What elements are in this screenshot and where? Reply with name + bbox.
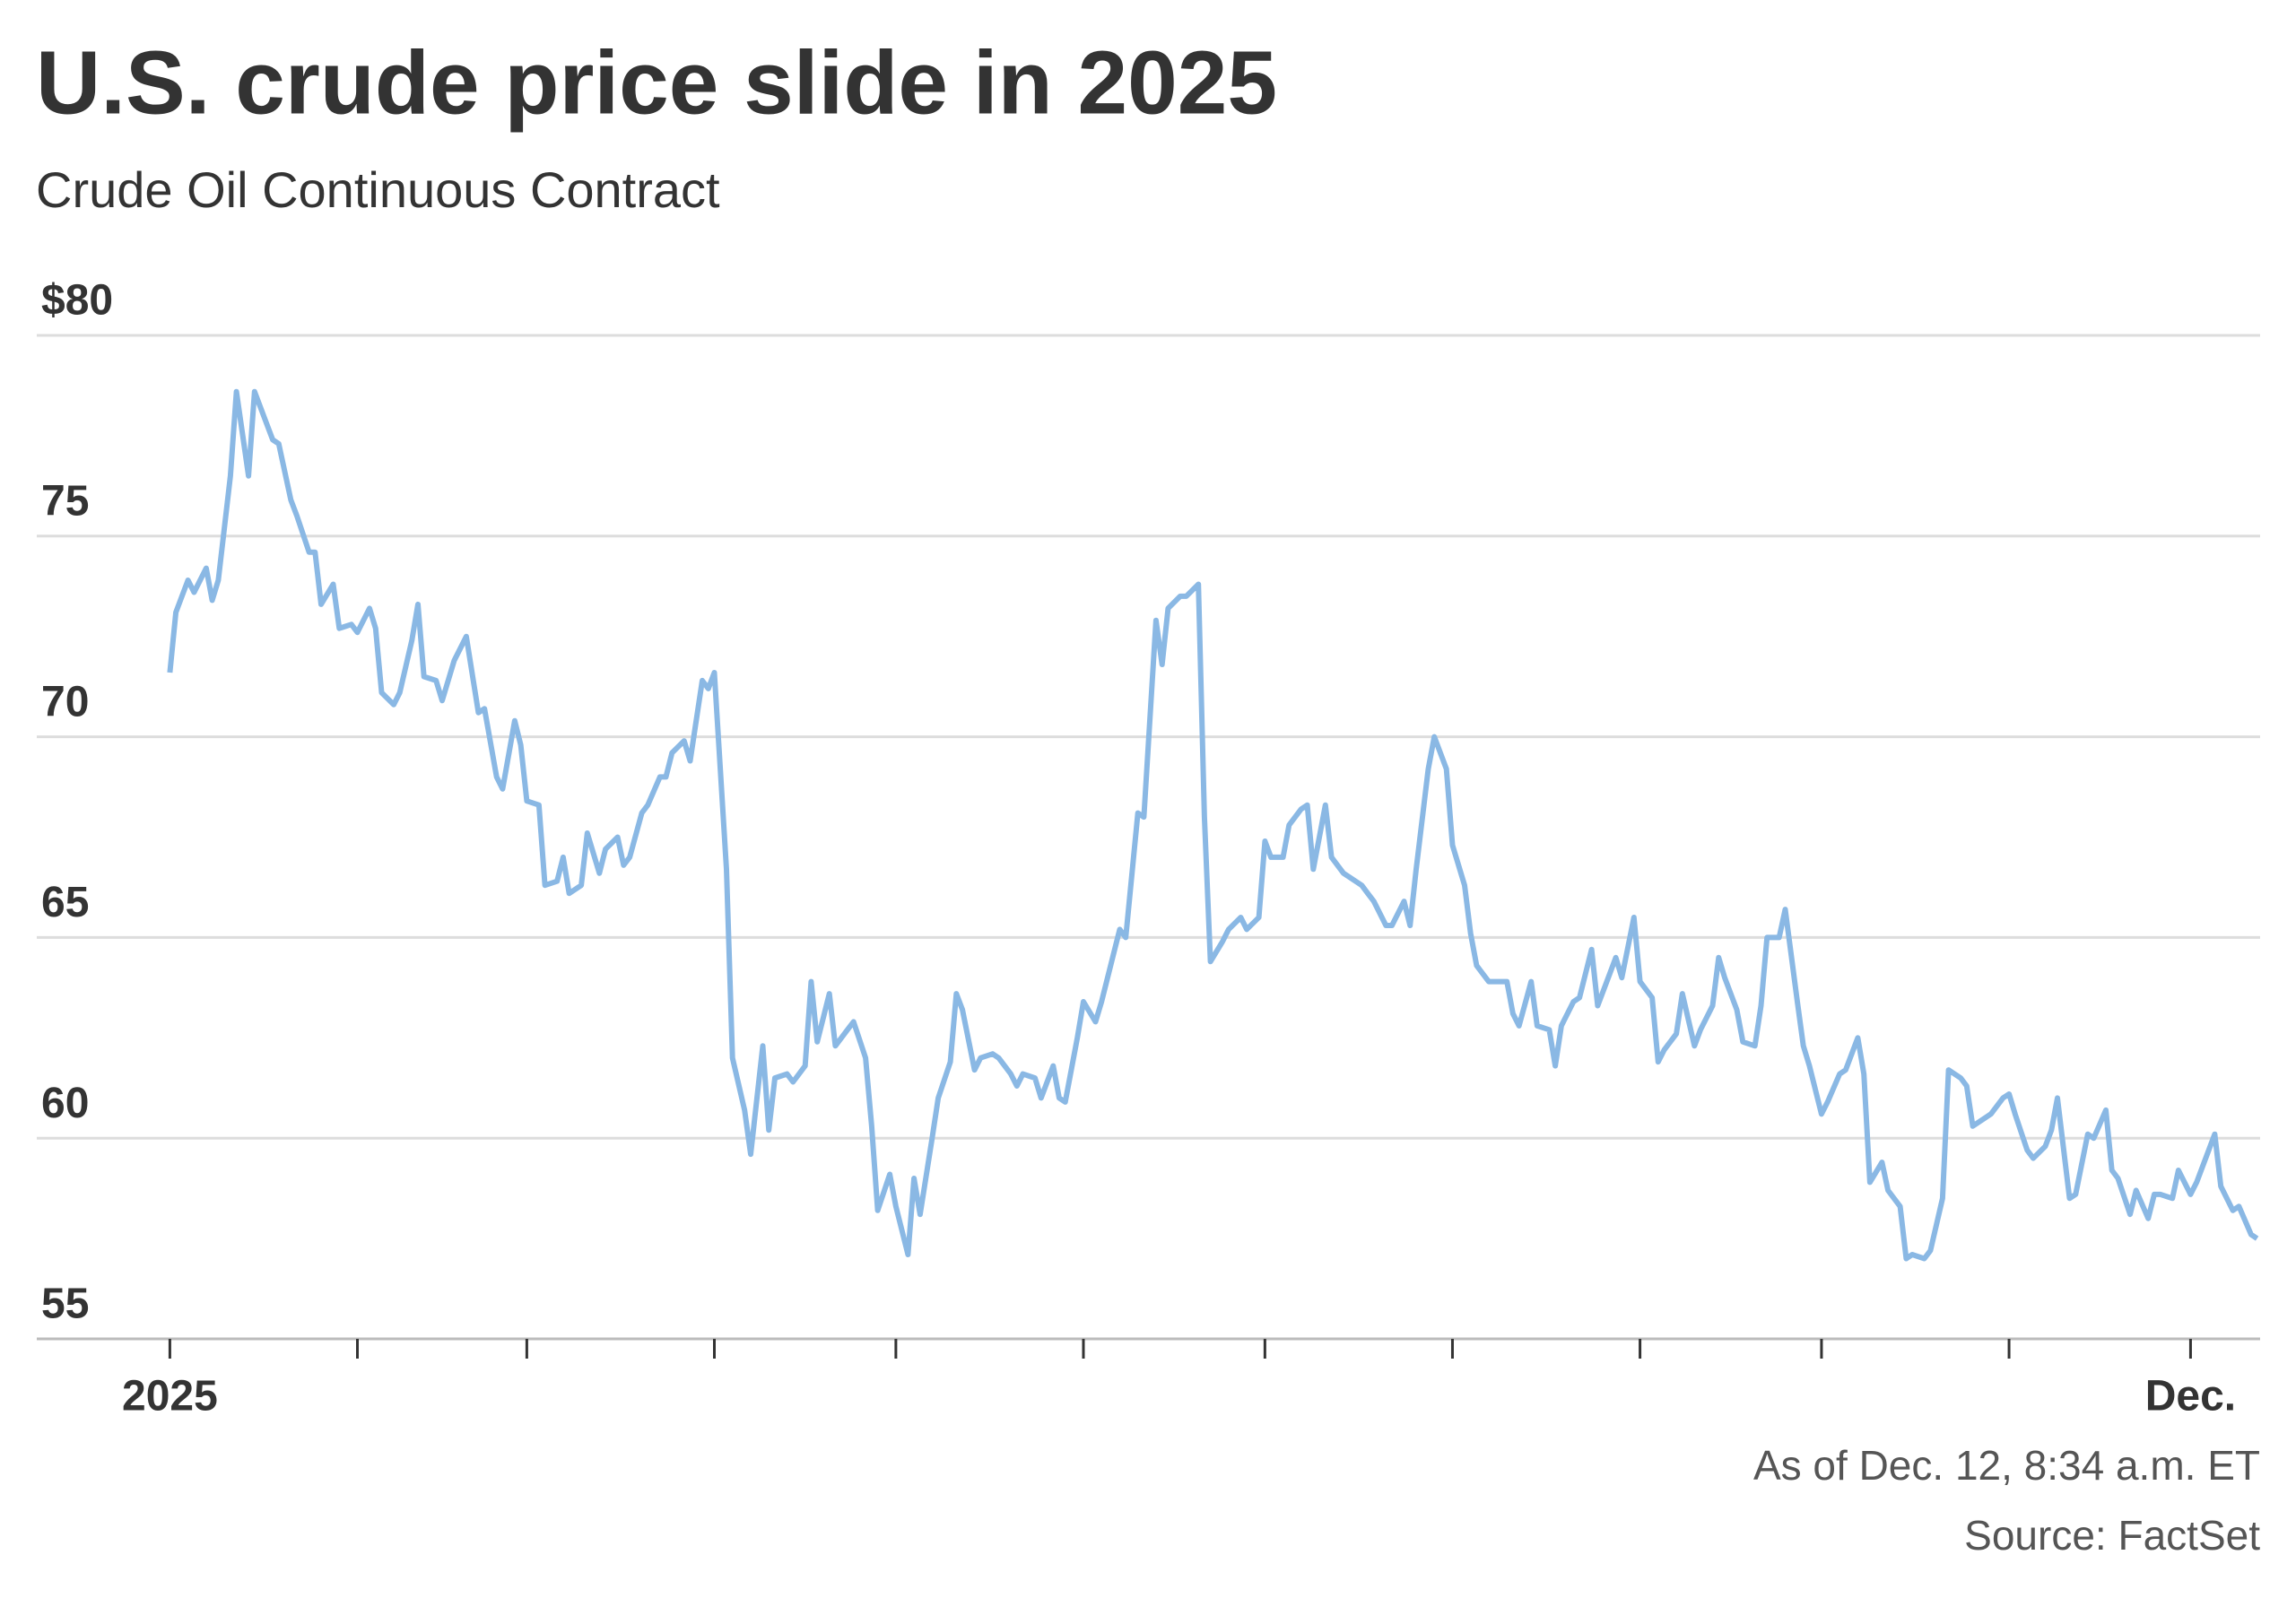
y-tick-label: 65 [41, 879, 89, 926]
x-tick-label: Dec. [2145, 1373, 2236, 1420]
chart-subtitle: Crude Oil Continuous Contract [36, 161, 720, 218]
price-line [167, 388, 2259, 1262]
x-tick-label: 2025 [122, 1373, 218, 1420]
y-tick-label: $80 [41, 277, 113, 325]
y-tick-label: 70 [41, 678, 89, 725]
chart-title: U.S. crude price slide in 2025 [36, 32, 1277, 133]
source: Source: FactSet [1964, 1512, 2260, 1559]
note: As of Dec. 12, 8:34 a.m. ET [1753, 1442, 2260, 1489]
y-tick-label: 60 [41, 1080, 89, 1127]
y-tick-label: 55 [41, 1281, 89, 1328]
y-tick-label: 75 [41, 477, 89, 525]
